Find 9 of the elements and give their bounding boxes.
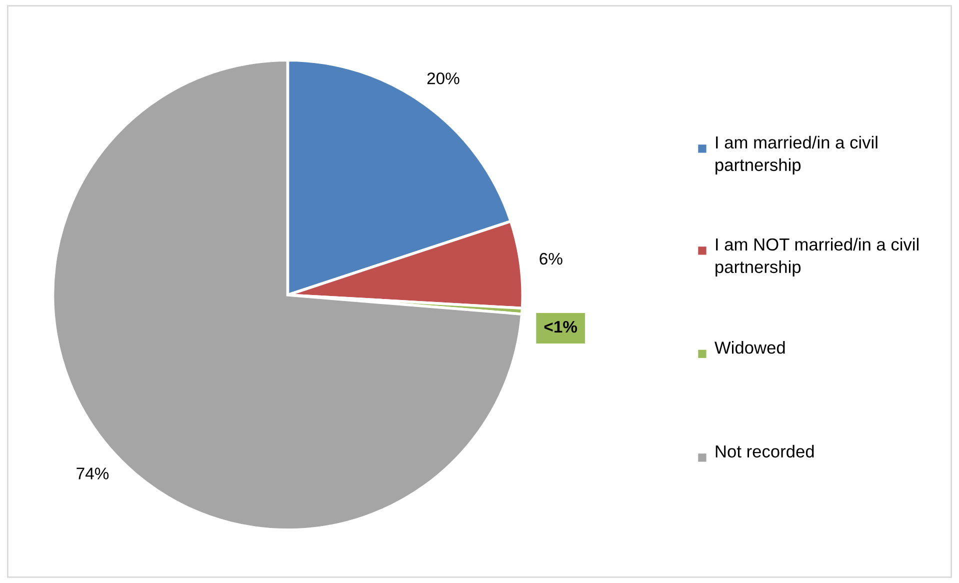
data-label: 20% — [427, 72, 460, 84]
legend-label: I am NOT married/in a civil partnership — [716, 238, 918, 277]
legend-label: I am married/in a civil partnership — [716, 136, 878, 174]
data-label: 6% — [540, 252, 562, 265]
legend-label: Widowed — [714, 341, 785, 354]
pie-slice — [51, 58, 524, 532]
data-label: <1% — [544, 320, 578, 333]
legend-label: Not recorded — [716, 444, 814, 458]
data-label: 74% — [76, 468, 109, 480]
